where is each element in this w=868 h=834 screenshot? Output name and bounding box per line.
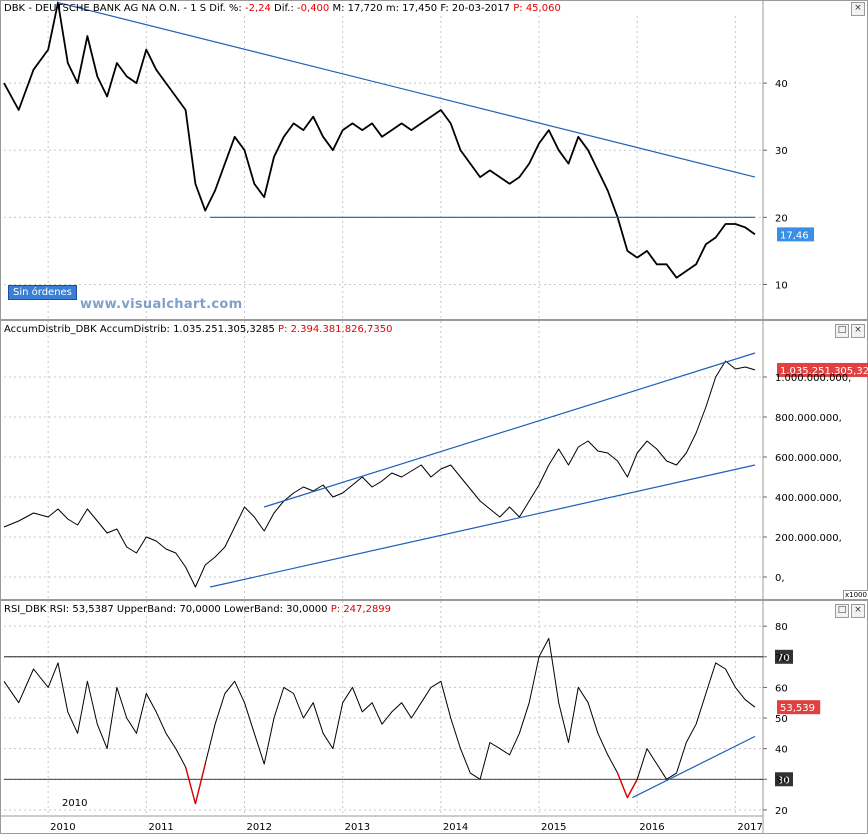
date-value: 20-03-2017 <box>451 3 511 14</box>
p-value: 45,060 <box>525 3 561 14</box>
accum-title: AccumDistrib_DBK <box>4 324 97 335</box>
rsi-indicator: RSI: <box>49 604 70 615</box>
y-tick-label: 400.000.000, <box>775 493 842 504</box>
p-label: P: <box>513 3 523 14</box>
price-last-value-tag: 17,46 <box>780 230 809 241</box>
maximize-icon[interactable]: □ <box>835 604 849 618</box>
y-tick-label: 60 <box>775 683 788 694</box>
dif-value: -0,400 <box>297 3 330 14</box>
max-value: 17,720 <box>347 3 383 14</box>
y-tick-label: 600.000.000, <box>775 453 842 464</box>
y-tick-label: 40 <box>775 79 788 90</box>
x-tick-label: 2011 <box>148 822 173 833</box>
accum-panel-header: AccumDistrib_DBK AccumDistrib: 1.035.251… <box>4 323 392 337</box>
accum-series[interactable] <box>3 360 756 588</box>
year-label: 2010 <box>62 798 88 809</box>
rsi-oversold-segment <box>626 778 638 798</box>
dif-label: Dif.: <box>274 3 294 14</box>
maximize-icon[interactable]: □ <box>835 324 849 338</box>
price-ticker: DBK <box>4 3 26 14</box>
x-tick-label: 2010 <box>50 822 75 833</box>
rsi-upper-tag: 70 <box>777 653 790 664</box>
y-tick-label: 800.000.000, <box>775 413 842 424</box>
min-value: 17,450 <box>402 3 438 14</box>
accum-lower-channel[interactable] <box>210 464 756 588</box>
accum-last-value-tag: 1.035.251.305,329 <box>780 366 868 377</box>
rsi-p-label: P: <box>330 604 341 615</box>
price-window-buttons: × <box>851 2 865 16</box>
accum-p-label: P: <box>278 324 288 335</box>
price-series[interactable] <box>3 1 756 279</box>
price-panel-header: DBK - DEUTSCHE BANK AG NA O.N. - 1 S Dif… <box>4 2 561 16</box>
y-tick-label: 20 <box>775 213 788 224</box>
date-label: F: <box>440 3 449 14</box>
rsi-lower-value: 30,0000 <box>286 604 328 615</box>
rsi-oversold-segment <box>616 772 629 798</box>
rsi-oversold-segment <box>194 763 206 804</box>
x-tick-label: 2012 <box>247 822 272 833</box>
y-tick-label: 0, <box>775 573 785 584</box>
accum-last-value-tag-bg <box>777 362 868 377</box>
rsi-lower-tag: 30 <box>777 775 790 786</box>
accum-panel[interactable]: 1.035.251.305,329 <box>3 352 868 588</box>
scale-note: x1000 <box>843 590 868 600</box>
rsi-upper-value: 70,0000 <box>179 604 221 615</box>
rsi-window-buttons: □ × <box>835 604 865 618</box>
y-tick-label: 30 <box>775 146 788 157</box>
x-tick-label: 2014 <box>443 822 468 833</box>
orders-badge[interactable]: Sin órdenes <box>8 285 77 300</box>
y-tick-label: 50 <box>775 714 788 725</box>
y-tick-label: 10 <box>775 280 788 291</box>
rsi-band-tag-bg <box>775 649 793 664</box>
price-resistance-trendline[interactable] <box>57 1 756 178</box>
rsi-trendline[interactable] <box>632 735 756 799</box>
accum-window-buttons: □ × <box>835 324 865 338</box>
close-icon[interactable]: × <box>851 2 865 16</box>
y-tick-label: 1.000.000.000, <box>775 373 851 384</box>
dif-pct-label: Dif. %: <box>209 3 242 14</box>
accum-upper-channel[interactable] <box>263 352 756 508</box>
accum-p-value: 2.394.381.826,7350 <box>290 324 393 335</box>
max-label: M: <box>332 3 345 14</box>
rsi-panel[interactable]: 70 30 53,539 <box>3 637 821 805</box>
price-panel[interactable]: 17,46 <box>3 1 814 279</box>
y-tick-label: 200.000.000, <box>775 533 842 544</box>
rsi-oversold-segment <box>184 766 197 804</box>
x-tick-label: 2015 <box>541 822 566 833</box>
y-tick-label: 70 <box>775 653 788 664</box>
y-tick-label: 40 <box>775 745 788 756</box>
accum-indicator: AccumDistrib: <box>99 324 170 335</box>
y-tick-label: 30 <box>775 775 788 786</box>
x-tick-label: 2013 <box>345 822 370 833</box>
dif-pct-value: -2,24 <box>244 3 271 14</box>
price-last-value-tag-bg <box>777 227 814 242</box>
rsi-title: RSI_DBK <box>4 604 47 615</box>
close-icon[interactable]: × <box>851 324 865 338</box>
axis-labels: 2010 2011 2012 2013 2014 2015 2016 2017 10 20 30 40… <box>50 79 851 833</box>
rsi-band-tag-bg <box>775 772 793 787</box>
close-icon[interactable]: × <box>851 604 865 618</box>
watermark: www.visualchart.com <box>80 297 243 312</box>
rsi-panel-header: RSI_DBK RSI: 53,5387 UpperBand: 70,0000 … <box>4 603 391 617</box>
x-tick-label: 2016 <box>639 822 664 833</box>
rsi-last-value-tag-bg <box>777 700 821 715</box>
min-label: m: <box>385 3 399 14</box>
rsi-lower-label: LowerBand: <box>223 604 283 615</box>
rsi-indicator-value: 53,5387 <box>72 604 114 615</box>
rsi-last-value-tag: 53,539 <box>780 703 815 714</box>
rsi-upper-label: UpperBand: <box>116 604 177 615</box>
x-tick-label: 2017 <box>737 822 762 833</box>
price-name: - DEUTSCHE BANK AG NA O.N. <box>28 3 181 14</box>
rsi-p-value: 247,2899 <box>343 604 392 615</box>
y-tick-label: 80 <box>775 622 788 633</box>
y-tick-label: 20 <box>775 806 788 817</box>
accum-indicator-value: 1.035.251.305,3285 <box>173 324 275 335</box>
price-interval: - 1 S <box>183 3 207 14</box>
